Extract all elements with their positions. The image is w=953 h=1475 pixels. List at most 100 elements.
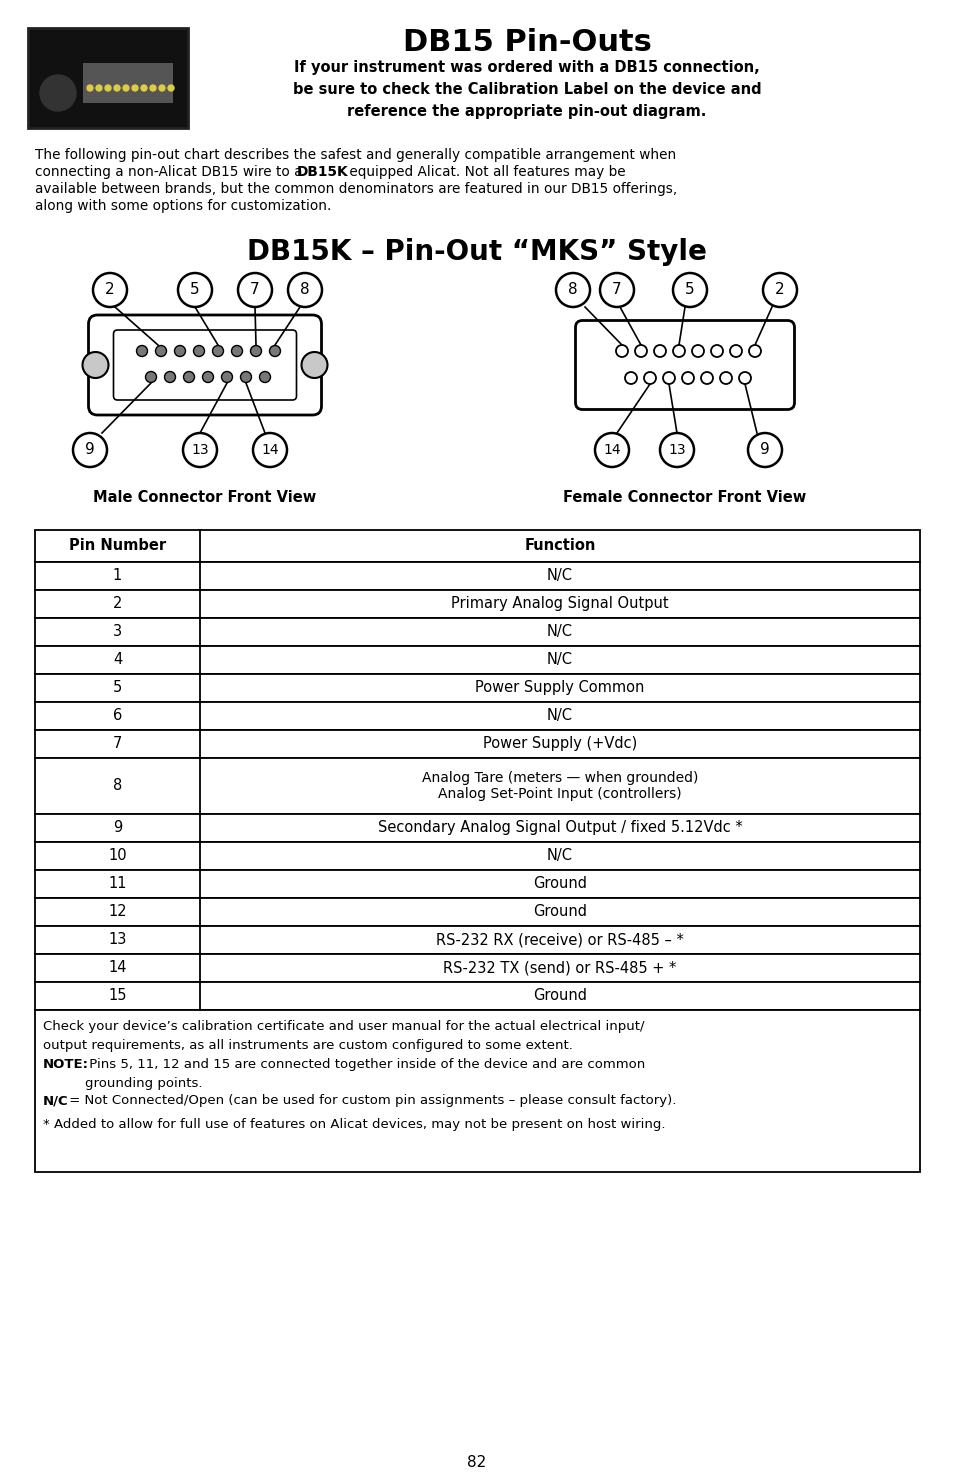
FancyBboxPatch shape (35, 814, 919, 842)
Text: 9: 9 (760, 442, 769, 457)
Text: 13: 13 (667, 442, 685, 457)
Circle shape (146, 372, 156, 382)
Text: 15: 15 (108, 988, 127, 1003)
FancyBboxPatch shape (35, 898, 919, 926)
Text: Ground: Ground (533, 876, 586, 891)
Text: Secondary Analog Signal Output / fixed 5.12Vdc *: Secondary Analog Signal Output / fixed 5… (377, 820, 741, 835)
Text: Power Supply (+Vdc): Power Supply (+Vdc) (482, 736, 637, 751)
Text: 8: 8 (112, 779, 122, 794)
Circle shape (635, 345, 646, 357)
Circle shape (159, 86, 165, 91)
FancyBboxPatch shape (35, 982, 919, 1010)
Circle shape (141, 86, 147, 91)
Circle shape (729, 345, 741, 357)
Text: 2: 2 (775, 283, 784, 298)
Text: along with some options for customization.: along with some options for customizatio… (35, 199, 331, 212)
Text: N/C: N/C (546, 568, 573, 584)
FancyBboxPatch shape (35, 926, 919, 954)
Text: 5: 5 (112, 680, 122, 696)
Text: NOTE:: NOTE: (43, 1058, 89, 1071)
Circle shape (739, 372, 750, 384)
FancyBboxPatch shape (35, 870, 919, 898)
Text: N/C: N/C (546, 652, 573, 668)
Text: 13: 13 (109, 932, 127, 947)
Circle shape (662, 372, 675, 384)
Circle shape (40, 75, 76, 111)
Text: 12: 12 (108, 904, 127, 919)
Circle shape (643, 372, 656, 384)
Text: N/C: N/C (546, 624, 573, 640)
FancyBboxPatch shape (35, 674, 919, 702)
Text: 5: 5 (684, 283, 694, 298)
Text: equipped Alicat. Not all features may be: equipped Alicat. Not all features may be (345, 165, 625, 178)
Circle shape (136, 345, 148, 357)
FancyBboxPatch shape (35, 646, 919, 674)
Text: Male Connector Front View: Male Connector Front View (93, 490, 316, 504)
Circle shape (82, 353, 109, 378)
Circle shape (178, 273, 212, 307)
Text: Primary Analog Signal Output: Primary Analog Signal Output (451, 596, 668, 612)
Circle shape (672, 345, 684, 357)
Circle shape (174, 345, 185, 357)
Text: Female Connector Front View: Female Connector Front View (563, 490, 806, 504)
Text: DB15K: DB15K (296, 165, 348, 178)
Text: 7: 7 (112, 736, 122, 751)
Text: N/C: N/C (43, 1094, 69, 1108)
FancyBboxPatch shape (35, 562, 919, 590)
Circle shape (132, 86, 138, 91)
Circle shape (164, 372, 175, 382)
Circle shape (747, 434, 781, 468)
Circle shape (202, 372, 213, 382)
Circle shape (240, 372, 252, 382)
Circle shape (237, 273, 272, 307)
Circle shape (251, 345, 261, 357)
Text: 9: 9 (112, 820, 122, 835)
Circle shape (92, 273, 127, 307)
FancyBboxPatch shape (35, 1010, 919, 1173)
FancyBboxPatch shape (35, 530, 919, 562)
Circle shape (193, 345, 204, 357)
Text: Analog Tare (meters — when grounded): Analog Tare (meters — when grounded) (421, 771, 698, 785)
Circle shape (659, 434, 693, 468)
FancyBboxPatch shape (35, 730, 919, 758)
Circle shape (73, 434, 107, 468)
Text: 14: 14 (602, 442, 620, 457)
Text: 8: 8 (300, 283, 310, 298)
Text: N/C: N/C (546, 848, 573, 863)
Text: 14: 14 (261, 442, 278, 457)
Text: If your instrument was ordered with a DB15 connection,
be sure to check the Cali: If your instrument was ordered with a DB… (293, 60, 760, 119)
FancyBboxPatch shape (83, 63, 172, 103)
Circle shape (762, 273, 796, 307)
Text: 2: 2 (105, 283, 114, 298)
Text: DB15 Pin-Outs: DB15 Pin-Outs (402, 28, 651, 58)
Text: available between brands, but the common denominators are featured in our DB15 o: available between brands, but the common… (35, 181, 677, 196)
Circle shape (556, 273, 589, 307)
Text: 4: 4 (112, 652, 122, 668)
Circle shape (221, 372, 233, 382)
Text: 82: 82 (467, 1454, 486, 1471)
Text: The following pin-out chart describes the safest and generally compatible arrang: The following pin-out chart describes th… (35, 148, 676, 162)
Circle shape (301, 353, 327, 378)
Circle shape (150, 86, 156, 91)
Circle shape (232, 345, 242, 357)
Text: Analog Set-Point Input (controllers): Analog Set-Point Input (controllers) (437, 788, 681, 801)
FancyBboxPatch shape (89, 316, 321, 414)
Text: Pin Number: Pin Number (69, 538, 166, 553)
FancyBboxPatch shape (28, 28, 188, 128)
Circle shape (123, 86, 129, 91)
Circle shape (259, 372, 271, 382)
Text: 1: 1 (112, 568, 122, 584)
Circle shape (720, 372, 731, 384)
Text: DB15K – Pin-Out “MKS” Style: DB15K – Pin-Out “MKS” Style (247, 237, 706, 266)
FancyBboxPatch shape (35, 590, 919, 618)
Circle shape (700, 372, 712, 384)
Text: Check your device’s calibration certificate and user manual for the actual elect: Check your device’s calibration certific… (43, 1021, 644, 1052)
Text: Power Supply Common: Power Supply Common (475, 680, 644, 696)
Text: Ground: Ground (533, 904, 586, 919)
Text: 2: 2 (112, 596, 122, 612)
FancyBboxPatch shape (35, 954, 919, 982)
Text: 5: 5 (190, 283, 199, 298)
Text: = Not Connected/Open (can be used for custom pin assignments – please consult fa: = Not Connected/Open (can be used for cu… (65, 1094, 676, 1108)
Circle shape (213, 345, 223, 357)
FancyBboxPatch shape (575, 320, 794, 410)
